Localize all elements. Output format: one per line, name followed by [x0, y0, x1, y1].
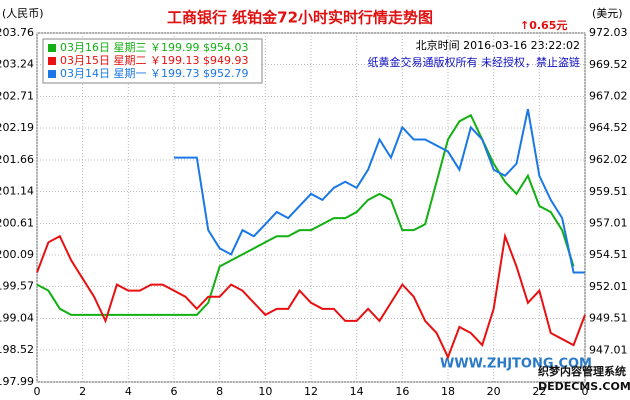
legend-swatch [48, 57, 56, 65]
legend-swatch [48, 44, 56, 52]
watermark: WWW.ZHJTONG.COM [440, 357, 592, 372]
y-tick-label: 202.19 [0, 121, 34, 134]
x-tick-label: 14 [350, 385, 364, 398]
copyright: 纸黄金交易通版权所有 未经授权，禁止盗链 [368, 55, 581, 69]
legend [42, 38, 263, 84]
x-tick-label: 8 [216, 385, 223, 398]
watermark: 织梦内容管理系统 [538, 364, 626, 378]
y2-tick-label: 957.01 [589, 216, 628, 229]
y-tick-label: 199.57 [0, 279, 34, 292]
x-tick-label: 0 [34, 385, 41, 398]
grid [36, 32, 586, 383]
legend-label: 03月15日 星期二 ￥199.13 $949.93 [60, 54, 248, 67]
y-tick-label: 198.52 [0, 343, 34, 356]
series-line [174, 109, 585, 274]
x-tick-label: 20 [487, 385, 501, 398]
y2-tick-label: 972.03 [589, 26, 628, 39]
y-tick-label: 199.04 [0, 311, 34, 324]
watermark: DEDECMS.COM [538, 380, 630, 393]
y2-tick-label: 947.01 [589, 343, 628, 356]
chart-title: 工商银行 纸铂金72小时实时行情走势图 [167, 9, 433, 27]
y-tick-label: 200.09 [0, 248, 34, 261]
y2-axis-label: (美元) [592, 7, 623, 20]
x-tick-label: 12 [304, 385, 318, 398]
timestamp: 北京时间 2016-03-16 23:22:02 [416, 38, 580, 52]
y2-tick-label: 949.51 [589, 312, 628, 325]
y2-tick-label: 969.52 [589, 58, 628, 71]
y2-tick-label: 962.02 [589, 153, 628, 166]
x-tick-label: 16 [395, 385, 409, 398]
y-tick-label: 203.24 [0, 57, 34, 70]
x-tick-label: 0 [582, 385, 589, 398]
x-tick-label: 4 [125, 385, 132, 398]
y-tick-label: 203.76 [0, 26, 34, 39]
y-tick-label: 202.71 [0, 90, 34, 103]
y-axis-label: (人民币) [2, 7, 44, 20]
legend-label: 03月14日 星期一 ￥199.73 $952.79 [60, 67, 248, 80]
y2-tick-label: 964.52 [589, 121, 628, 134]
y2-tick-label: 952.01 [589, 280, 628, 293]
x-tick-label: 6 [171, 385, 178, 398]
y2-tick-label: 967.02 [589, 90, 628, 103]
series-line [36, 232, 586, 360]
y-tick-label: 201.66 [0, 153, 34, 166]
y-tick-label: 197.99 [0, 375, 34, 388]
x-tick-label: 2 [79, 385, 86, 398]
legend-label: 03月16日 星期三 ￥199.99 $954.03 [60, 41, 248, 54]
change-note: ↑0.65元 [520, 19, 567, 32]
x-tick-label: 10 [258, 385, 272, 398]
legend-swatch [48, 70, 56, 78]
y2-tick-label: 959.51 [589, 185, 628, 198]
x-tick-label: 22 [532, 385, 546, 398]
y2-tick-label: 954.51 [589, 248, 628, 261]
x-tick-label: 18 [441, 385, 455, 398]
y-tick-label: 201.14 [0, 184, 34, 197]
y-tick-label: 200.61 [0, 217, 34, 230]
